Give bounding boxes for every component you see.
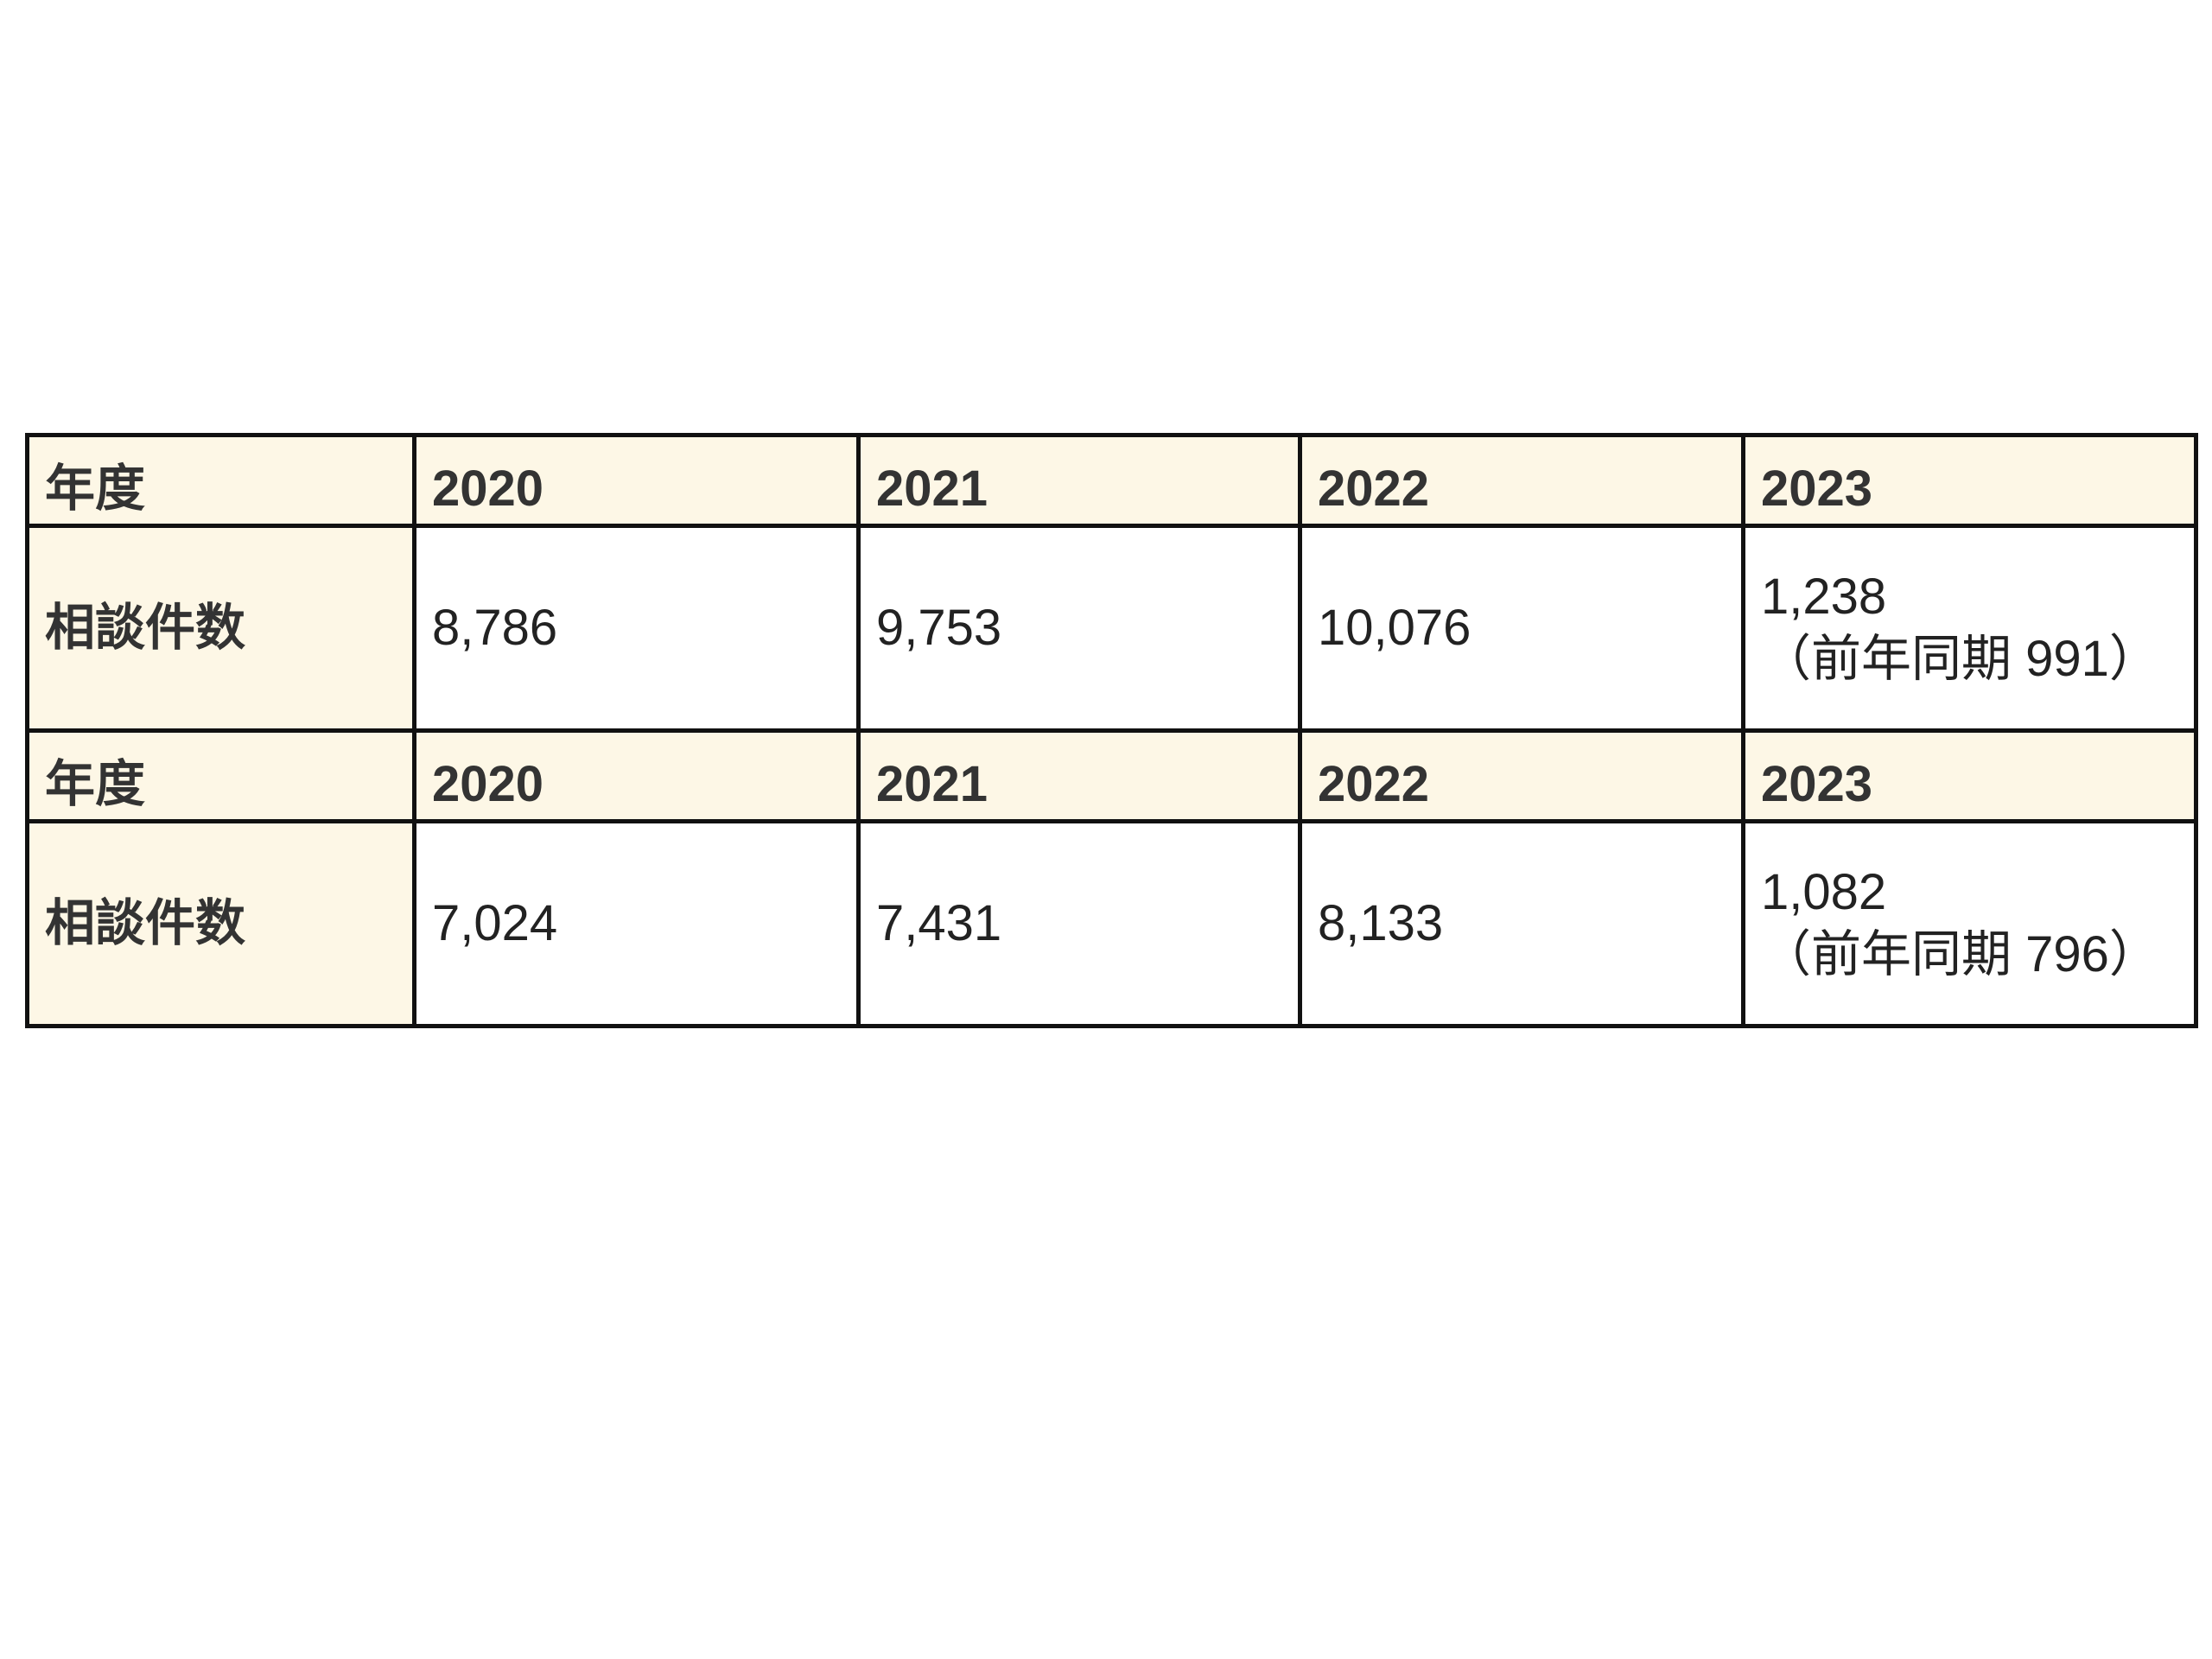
cell-note: （前年同期 991） (1761, 631, 2159, 687)
header-cell: 2020 (412, 433, 861, 528)
header-cell: 2022 (1298, 728, 1745, 823)
table-cell: 8,133 (1298, 819, 1745, 1028)
header-cell: 2021 (856, 433, 1302, 528)
header-cell: 年度 (25, 728, 416, 823)
table-cell: 7,431 (856, 819, 1302, 1028)
cell-value: 1,082 (1761, 863, 1887, 920)
header-cell: 2021 (856, 728, 1302, 823)
header-cell: 2020 (412, 728, 861, 823)
table-cell: 1,238 （前年同期 991） (1741, 524, 2198, 733)
table-body: 年度 2020 2021 2022 2023 相談件数 8,786 9,753 10,076 1,… (25, 433, 2198, 1028)
table-cell: 7,024 (412, 819, 861, 1028)
table-cell: 相談件数 (25, 524, 416, 733)
table-row: 年度 2020 2021 2022 2023 (25, 728, 2198, 823)
table-cell: 相談件数 (25, 819, 416, 1028)
header-cell: 2022 (1298, 433, 1745, 528)
cell-note: （前年同期 796） (1761, 926, 2159, 982)
header-cell: 2023 (1741, 433, 2198, 528)
header-cell: 2023 (1741, 728, 2198, 823)
table-cell: 9,753 (856, 524, 1302, 733)
cell-value: 1,238 (1761, 568, 1887, 625)
table-cell: 1,082 （前年同期 796） (1741, 819, 2198, 1028)
table-cell: 8,786 (412, 524, 861, 733)
table-row: 相談件数 8,786 9,753 10,076 1,238 （前年同期 991） (25, 524, 2198, 733)
data-table: 年度 2020 2021 2022 2023 相談件数 8,786 9,753 10,076 1,… (25, 433, 2198, 1028)
header-cell: 年度 (25, 433, 416, 528)
table-cell: 10,076 (1298, 524, 1745, 733)
table-row: 年度 2020 2021 2022 2023 (25, 433, 2198, 528)
table-row: 相談件数 7,024 7,431 8,133 1,082 （前年同期 796） (25, 819, 2198, 1028)
